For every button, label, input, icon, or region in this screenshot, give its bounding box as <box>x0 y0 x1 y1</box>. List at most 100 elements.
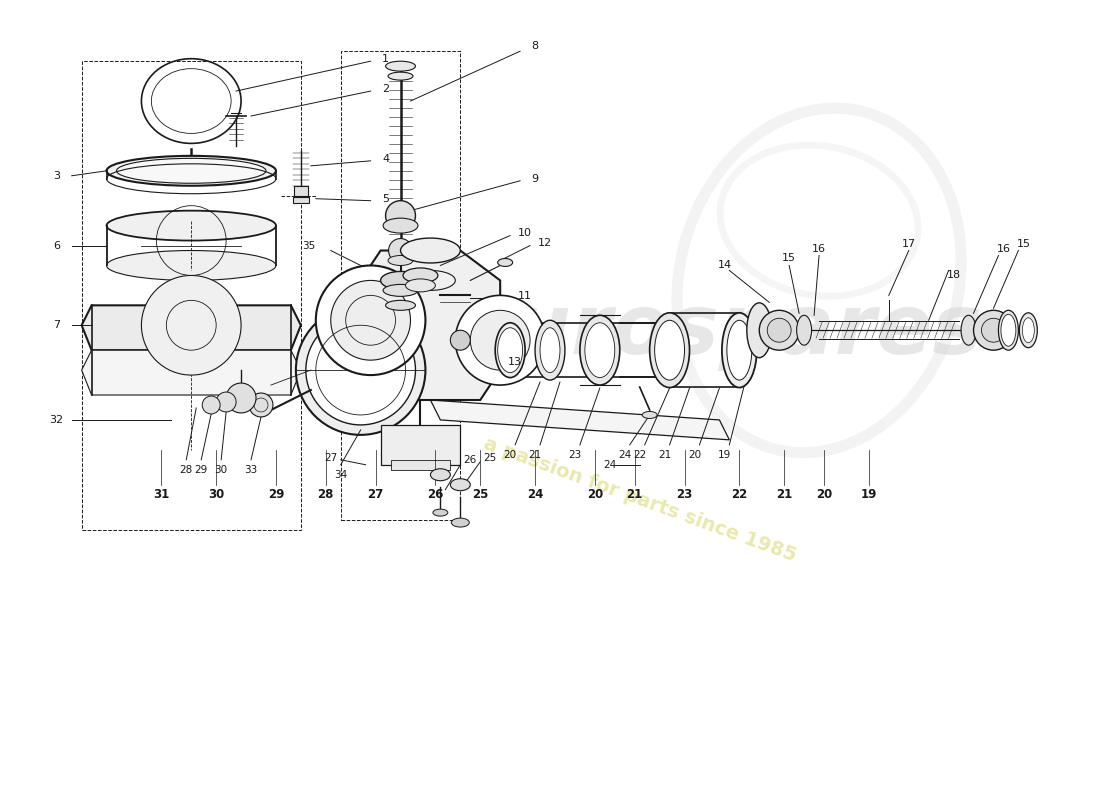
Ellipse shape <box>722 313 757 387</box>
Text: 22: 22 <box>634 450 647 460</box>
Ellipse shape <box>403 268 438 283</box>
Text: a passion for parts since 1985: a passion for parts since 1985 <box>481 434 799 566</box>
Ellipse shape <box>585 322 615 378</box>
Text: 16: 16 <box>997 243 1011 254</box>
Text: eurospares: eurospares <box>455 290 983 370</box>
Text: 23: 23 <box>569 450 582 460</box>
Text: 2: 2 <box>382 84 389 94</box>
Bar <box>294 186 308 196</box>
Circle shape <box>306 315 416 425</box>
Bar <box>381 425 460 465</box>
Text: 21: 21 <box>627 488 642 501</box>
Text: 13: 13 <box>508 357 522 367</box>
Text: 10: 10 <box>518 227 532 238</box>
Text: 25: 25 <box>484 453 497 462</box>
Ellipse shape <box>642 411 657 418</box>
Text: 9: 9 <box>531 174 539 184</box>
Text: 21: 21 <box>658 450 671 460</box>
Text: 22: 22 <box>732 488 748 501</box>
Ellipse shape <box>535 320 565 380</box>
Ellipse shape <box>117 158 266 183</box>
Text: 23: 23 <box>676 488 693 501</box>
Bar <box>81 61 301 530</box>
Bar <box>390 460 450 470</box>
Ellipse shape <box>650 313 690 387</box>
Text: 30: 30 <box>208 488 224 501</box>
Text: 33: 33 <box>244 465 257 474</box>
Text: 20: 20 <box>504 450 517 460</box>
Text: 21: 21 <box>777 488 792 501</box>
Text: 19: 19 <box>718 450 732 460</box>
Ellipse shape <box>747 303 772 358</box>
Text: 26: 26 <box>427 488 443 501</box>
Text: 6: 6 <box>53 241 60 250</box>
Text: 20: 20 <box>816 488 833 501</box>
Text: 35: 35 <box>302 241 316 250</box>
Circle shape <box>450 330 471 350</box>
Text: 26: 26 <box>464 454 477 465</box>
Ellipse shape <box>1020 313 1037 348</box>
Ellipse shape <box>1022 318 1034 342</box>
Ellipse shape <box>383 218 418 233</box>
Text: 11: 11 <box>518 291 532 302</box>
Text: 27: 27 <box>367 488 384 501</box>
Text: 28: 28 <box>318 488 334 501</box>
Text: 20: 20 <box>586 488 603 501</box>
Text: 16: 16 <box>812 243 826 254</box>
Text: 17: 17 <box>902 238 916 249</box>
Circle shape <box>974 310 1013 350</box>
Text: 29: 29 <box>267 488 284 501</box>
Polygon shape <box>361 250 500 400</box>
Circle shape <box>217 392 236 412</box>
Text: 27: 27 <box>324 453 338 462</box>
Ellipse shape <box>540 328 560 373</box>
Text: 31: 31 <box>153 488 169 501</box>
Text: 5: 5 <box>382 194 389 204</box>
Polygon shape <box>81 306 301 350</box>
Circle shape <box>981 318 1005 342</box>
Polygon shape <box>81 350 301 395</box>
Circle shape <box>227 383 256 413</box>
Ellipse shape <box>107 156 276 186</box>
Circle shape <box>455 295 544 385</box>
Ellipse shape <box>406 279 436 292</box>
Circle shape <box>471 310 530 370</box>
Text: 25: 25 <box>472 488 488 501</box>
Ellipse shape <box>961 315 976 345</box>
Circle shape <box>249 393 273 417</box>
Ellipse shape <box>433 509 448 516</box>
Text: 8: 8 <box>531 42 539 51</box>
Ellipse shape <box>580 315 619 385</box>
Ellipse shape <box>495 322 525 378</box>
Text: 12: 12 <box>538 238 552 247</box>
Text: 24: 24 <box>618 450 631 460</box>
Ellipse shape <box>430 469 450 481</box>
Circle shape <box>296 306 426 435</box>
Ellipse shape <box>107 250 276 281</box>
Ellipse shape <box>386 61 416 71</box>
Circle shape <box>331 281 410 360</box>
Circle shape <box>759 310 799 350</box>
Circle shape <box>767 318 791 342</box>
Text: 19: 19 <box>860 488 877 501</box>
Ellipse shape <box>388 72 412 80</box>
Ellipse shape <box>383 285 418 296</box>
Ellipse shape <box>381 271 420 290</box>
Text: 21: 21 <box>528 450 541 460</box>
Ellipse shape <box>999 310 1019 350</box>
Ellipse shape <box>727 320 751 380</box>
Circle shape <box>202 396 220 414</box>
Bar <box>341 51 460 519</box>
Text: 3: 3 <box>53 170 60 181</box>
Bar <box>293 197 309 202</box>
Ellipse shape <box>388 255 412 266</box>
Circle shape <box>388 238 412 262</box>
Ellipse shape <box>497 258 513 266</box>
Ellipse shape <box>386 300 416 310</box>
Text: 7: 7 <box>53 320 60 330</box>
Ellipse shape <box>796 315 812 345</box>
Ellipse shape <box>450 478 471 490</box>
Circle shape <box>142 275 241 375</box>
Text: 24: 24 <box>527 488 543 501</box>
Text: 20: 20 <box>688 450 701 460</box>
